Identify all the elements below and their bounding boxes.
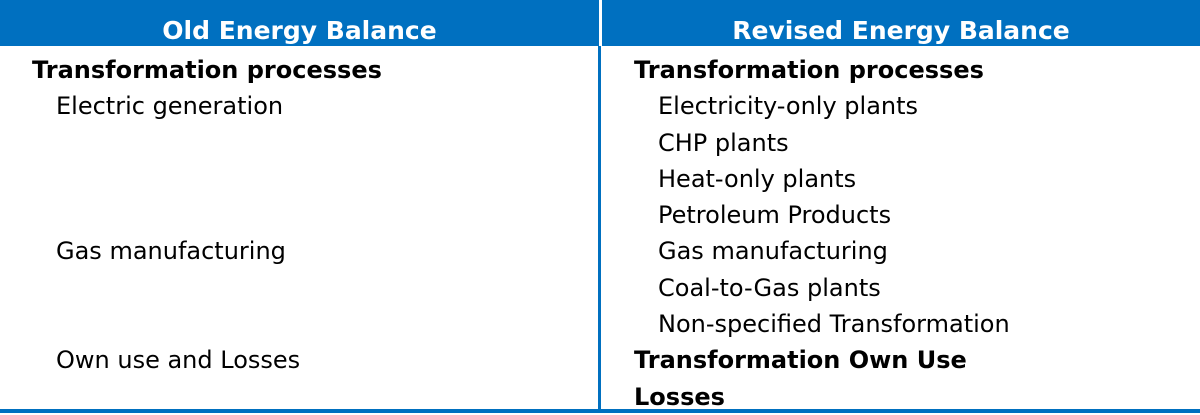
old-balance-row (32, 125, 592, 161)
old-balance-row (32, 270, 592, 306)
revised-balance-row: CHP plants (658, 128, 789, 157)
revised-balance-row: Non-specified Transformation (658, 310, 1010, 339)
old-balance-row (32, 306, 592, 342)
revised-balance-row: Gas manufacturing (658, 237, 888, 266)
revised-balance-row: Transformation Own Use (634, 346, 967, 375)
revised-balance-row: Transformation processes (634, 56, 984, 84)
header-old-energy-balance: Old Energy Balance (162, 16, 437, 45)
header-divider (599, 0, 602, 46)
old-balance-row: Own use and Losses (56, 346, 301, 375)
revised-balance-column: Transformation processes Electricity-only… (634, 52, 1194, 415)
revised-balance-row: Electricity-only plants (658, 92, 919, 121)
old-balance-row (32, 161, 592, 197)
header-revised-energy-balance: Revised Energy Balance (732, 16, 1070, 45)
old-balance-row: Transformation processes (32, 56, 382, 84)
old-balance-column: Transformation processes Electric generat… (32, 52, 592, 379)
table-bottom-border (0, 409, 1200, 413)
old-balance-row: Electric generation (56, 92, 284, 121)
revised-balance-row: Heat-only plants (658, 164, 857, 193)
revised-balance-row: Losses (634, 382, 725, 411)
column-divider (598, 0, 601, 413)
old-balance-row: Gas manufacturing (56, 237, 286, 266)
old-balance-row (32, 197, 592, 233)
revised-balance-row: Coal-to-Gas plants (658, 273, 881, 302)
revised-balance-row: Petroleum Products (658, 201, 892, 230)
